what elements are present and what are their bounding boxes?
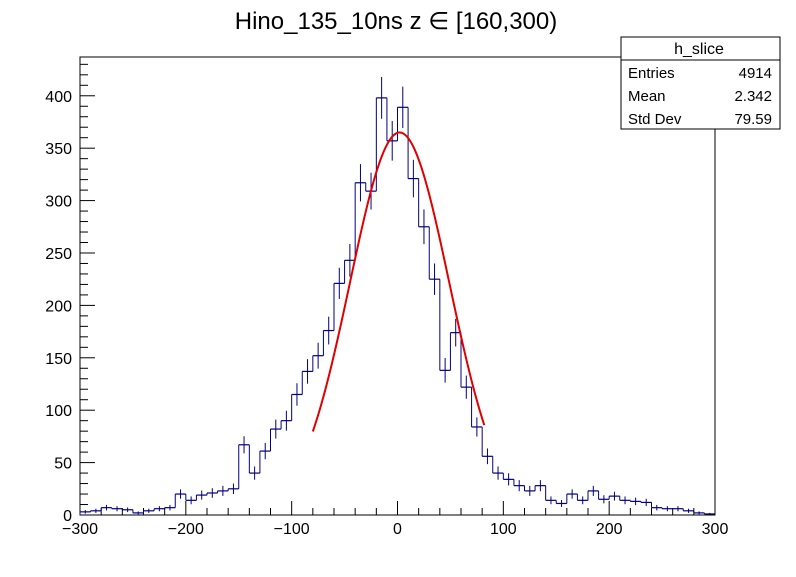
x-tick-label: 0: [393, 521, 402, 538]
x-tick-label: 100: [490, 521, 517, 538]
stats-box-name: h_slice: [674, 41, 724, 58]
chart-title: Hino_135_10ns z ∈ [160,300): [235, 8, 557, 35]
x-tick-label: 300: [702, 521, 729, 538]
y-tick-label: 150: [45, 351, 72, 368]
stats-mean-label: Mean: [628, 88, 666, 105]
gaussian-fit: [311, 131, 486, 432]
stats-stddev-label: Std Dev: [628, 111, 682, 128]
y-tick-label: 300: [45, 194, 72, 211]
x-tick-label: 200: [596, 521, 623, 538]
stats-entries-label: Entries: [628, 65, 675, 82]
x-tick-label: −100: [274, 521, 310, 538]
x-axis: −300 −200 −100 0 100 200 300: [62, 501, 728, 538]
y-tick-label: 100: [45, 403, 72, 420]
x-tick-label: −300: [62, 521, 98, 538]
histogram-bins: [79, 97, 716, 515]
stats-box: h_slice Entries 4914 Mean 2.342 Std Dev …: [620, 36, 781, 130]
stats-mean-value: 2.342: [734, 88, 772, 105]
stats-box-frame: [620, 36, 781, 130]
stats-stddev-value: 79.59: [734, 111, 772, 128]
fit-curve: [311, 131, 486, 432]
y-axis: 0 50 100 150 200 250 300 350 400: [45, 63, 95, 525]
histogram-error-bars: [84, 76, 711, 515]
y-tick-label: 250: [45, 246, 72, 263]
stats-entries-value: 4914: [739, 65, 772, 82]
y-tick-label: 200: [45, 298, 72, 315]
y-tick-label: 400: [45, 89, 72, 106]
y-tick-label: 0: [63, 508, 72, 525]
y-tick-label: 350: [45, 141, 72, 158]
x-tick-label: −200: [168, 521, 204, 538]
y-tick-label: 50: [54, 456, 72, 473]
